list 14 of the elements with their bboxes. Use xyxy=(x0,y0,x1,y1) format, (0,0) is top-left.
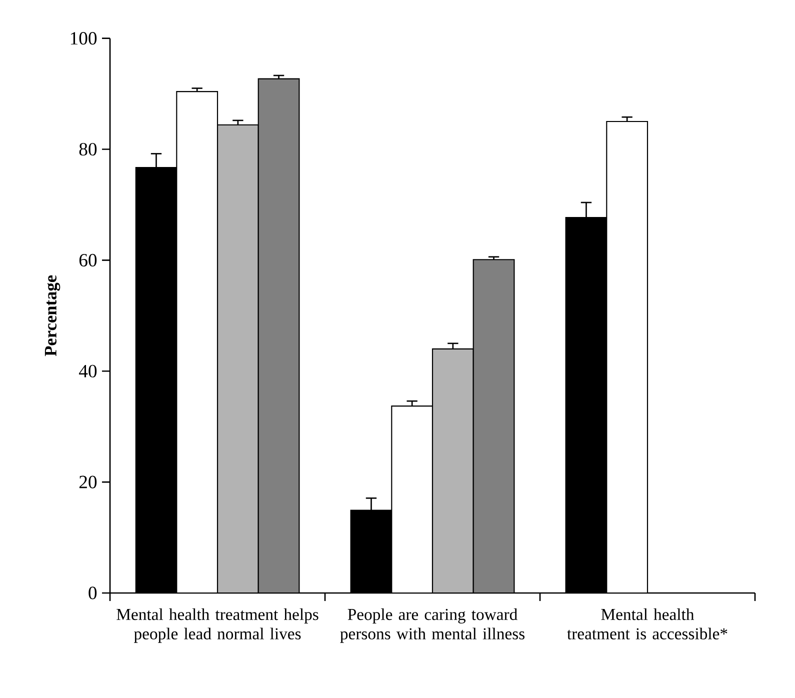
bar xyxy=(258,78,300,593)
y-tick-label: 0 xyxy=(88,586,97,600)
y-tick-label: 80 xyxy=(79,142,97,156)
bar xyxy=(216,124,259,593)
y-tick-label: 40 xyxy=(78,364,97,378)
y-tick-label: 60 xyxy=(79,254,97,266)
x-tick-label: People are caring toward persons with mental illness xyxy=(340,608,524,643)
y-tick-label: 100 xyxy=(70,32,97,45)
bar xyxy=(472,259,515,593)
y-tick-label: 20 xyxy=(79,476,97,488)
x-tick-label: Mental health treatment is accessible* xyxy=(567,608,728,640)
y-axis-title: Percentage xyxy=(44,275,60,356)
x-tick-label: Mental health treatment helps people lead normal lives xyxy=(116,608,318,643)
bar xyxy=(432,348,474,593)
